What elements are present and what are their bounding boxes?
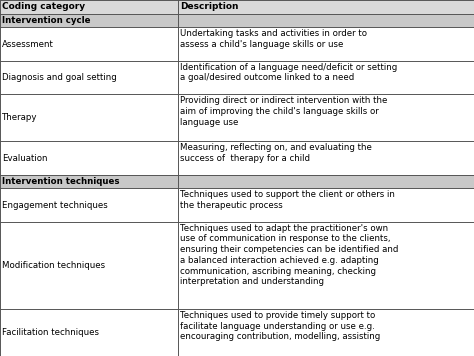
Bar	[0, 27, 474, 61]
Bar	[0, 14, 474, 27]
Bar	[0, 175, 474, 188]
Text: Engagement techniques: Engagement techniques	[2, 201, 108, 210]
Text: Modification techniques: Modification techniques	[2, 261, 105, 270]
Text: Identification of a language need/deficit or setting
a goal/desired outcome link: Identification of a language need/defici…	[180, 63, 397, 82]
Bar	[0, 222, 474, 309]
Text: Intervention cycle: Intervention cycle	[2, 16, 91, 25]
Text: Intervention techniques: Intervention techniques	[2, 177, 119, 186]
Bar	[0, 61, 474, 94]
Text: Techniques used to adapt the practitioner's own
use of communication in response: Techniques used to adapt the practitione…	[180, 224, 398, 287]
Text: Facilitation techniques: Facilitation techniques	[2, 328, 99, 337]
Text: Undertaking tasks and activities in order to
assess a child's language skills or: Undertaking tasks and activities in orde…	[180, 29, 367, 49]
Text: Techniques used to support the client or others in
the therapeutic process: Techniques used to support the client or…	[180, 190, 395, 210]
Bar	[0, 188, 474, 222]
Text: Evaluation: Evaluation	[2, 154, 47, 163]
Text: Providing direct or indirect intervention with the
aim of improving the child's : Providing direct or indirect interventio…	[180, 96, 387, 127]
Text: Diagnosis and goal setting: Diagnosis and goal setting	[2, 73, 117, 82]
Text: Description: Description	[180, 2, 238, 11]
Text: Therapy: Therapy	[2, 114, 37, 122]
Bar	[0, 309, 474, 356]
Text: Assessment: Assessment	[2, 40, 54, 48]
Bar	[0, 141, 474, 175]
Text: Techniques used to provide timely support to
facilitate language understanding o: Techniques used to provide timely suppor…	[180, 311, 380, 341]
Bar	[0, 0, 474, 14]
Text: Coding category: Coding category	[2, 2, 85, 11]
Bar	[0, 94, 474, 141]
Text: Measuring, reflecting on, and evaluating the
success of  therapy for a child: Measuring, reflecting on, and evaluating…	[180, 143, 372, 163]
